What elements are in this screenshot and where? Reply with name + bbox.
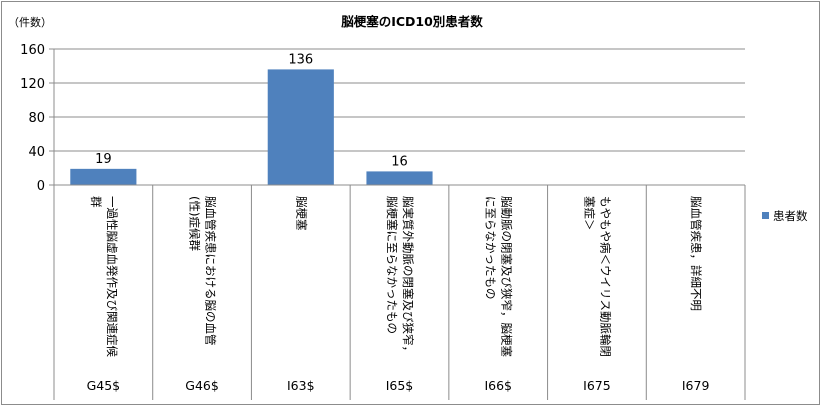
- category-code: I66$: [484, 378, 512, 393]
- category-label: 群: [89, 196, 103, 208]
- legend: 患者数: [762, 209, 808, 223]
- bar: [267, 69, 334, 185]
- bar: [366, 171, 433, 185]
- category-code: G45$: [87, 378, 121, 393]
- data-labels: 19 136 16: [95, 52, 408, 169]
- category-code: I675: [583, 378, 611, 393]
- chart-title: 脳梗塞のICD10別患者数: [341, 14, 483, 29]
- y-tick-label: 160: [20, 43, 45, 58]
- legend-label: 患者数: [773, 209, 808, 223]
- category-label: もやもや病＜ウイリス動脈輪閉: [598, 196, 612, 357]
- y-axis-unit: （件数）: [8, 16, 52, 29]
- category-label: 脳梗塞: [294, 196, 308, 231]
- category-code: I65$: [386, 378, 414, 393]
- category-label: 脳動脈の閉塞及び狭窄，脳梗塞: [500, 196, 514, 357]
- legend-swatch: [762, 212, 769, 219]
- y-tick-label: 0: [37, 179, 45, 194]
- category-label: 脳梗塞に至らなかったもの: [385, 196, 399, 334]
- category-code: I63$: [287, 378, 315, 393]
- category-code: I679: [682, 378, 710, 393]
- category-label: (性)症候群: [188, 196, 202, 251]
- bar: [70, 168, 137, 185]
- bars: [70, 69, 433, 185]
- y-axis-ticks: 0 40 80 120 160: [20, 43, 54, 194]
- category-label: 脳血管疾患，詳細不明: [689, 196, 703, 311]
- category-label: 脳実質外動脈の閉塞及び狭窄，: [401, 196, 415, 357]
- data-label: 136: [288, 52, 313, 67]
- category-label: に至らなかったもの: [484, 196, 498, 300]
- y-tick-label: 40: [28, 145, 45, 160]
- category-label: 脳血管疾患における脳の血管: [204, 196, 218, 346]
- data-label: 19: [95, 152, 112, 167]
- category-label: 塞症＞: [582, 196, 596, 231]
- category-code: G46$: [185, 378, 219, 393]
- data-label: 16: [391, 154, 408, 169]
- y-tick-label: 80: [28, 111, 45, 126]
- y-tick-label: 120: [20, 77, 45, 92]
- category-label: 一過性脳虚血発作及び関連症候: [105, 196, 119, 357]
